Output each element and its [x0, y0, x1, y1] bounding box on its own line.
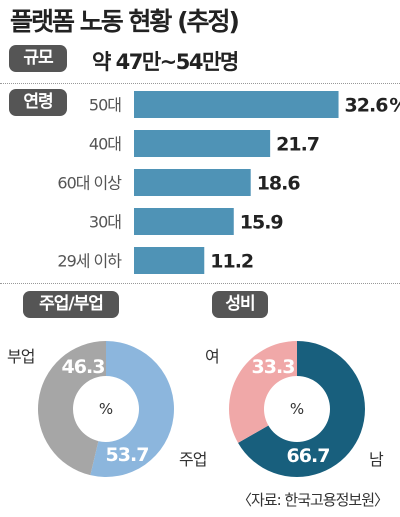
job-side-label: 부업	[7, 347, 35, 366]
divider	[0, 283, 400, 284]
gender-donut-chart: 66.7 33.3%	[229, 341, 365, 477]
scale-tag: 규모	[9, 45, 67, 72]
bar	[134, 247, 205, 274]
bar-value-label: 15.9	[240, 212, 283, 234]
divider	[0, 83, 400, 84]
gender-male-label: 남	[369, 450, 384, 469]
bar-category-label: 60대 이상	[57, 174, 122, 193]
percent-symbol: %	[290, 400, 304, 418]
bar	[134, 91, 339, 118]
bar-category-label: 29세 이하	[57, 252, 122, 271]
chart-title: 플랫폼 노동 현황 (추정)	[10, 7, 240, 36]
slice-value-label: 66.7	[287, 445, 330, 467]
bar	[134, 208, 234, 235]
source-note: 〈자료: 한국고용정보원〉	[236, 491, 389, 509]
slice-value-label: 46.3	[62, 356, 105, 378]
scale-value: 약 47만~54만명	[92, 50, 239, 74]
age-tag: 연령	[9, 89, 67, 116]
donut-slice	[90, 341, 174, 477]
bar	[134, 130, 271, 157]
bar-value-label: 21.7	[276, 134, 319, 156]
bar-unit-label: %	[389, 95, 400, 117]
job-tag: 주업/부업	[23, 291, 119, 318]
age-bar-chart: 50대 32.6% 40대 21.7 60대 이상 18.6 30대 15.9 29세 이하 11…	[57, 91, 400, 274]
bar-value-label: 32.6%	[345, 95, 400, 117]
bar-category-label: 30대	[89, 213, 121, 232]
donut-slice	[37, 341, 106, 476]
gender-tag: 성비	[212, 291, 268, 318]
job-main-label: 주업	[179, 450, 207, 469]
bar	[134, 169, 251, 196]
donut-slice	[229, 341, 297, 443]
job-donut-chart: 53.7 46.3%	[37, 341, 174, 477]
bar-value-label: 18.6	[257, 173, 301, 195]
slice-value-label: 33.3	[252, 356, 295, 378]
bar-value-label: 11.2	[210, 251, 253, 273]
gender-female-label: 여	[205, 347, 220, 366]
slice-value-label: 53.7	[106, 444, 149, 466]
bar-category-label: 50대	[89, 96, 121, 115]
bar-category-label: 40대	[89, 135, 121, 154]
donut-slice	[238, 341, 365, 477]
percent-symbol: %	[99, 400, 113, 418]
